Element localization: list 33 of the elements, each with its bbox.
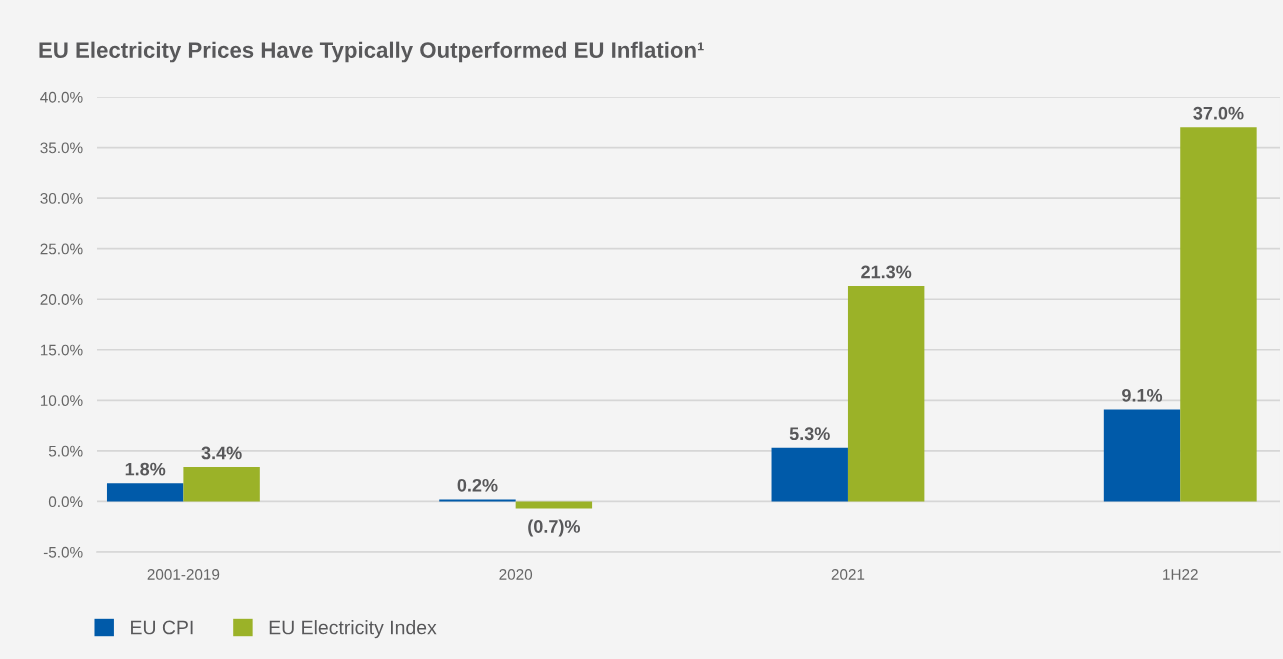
- y-tick-label: 10.0%: [40, 395, 83, 407]
- data-label: 1.8%: [125, 462, 166, 476]
- legend-label: EU CPI: [131, 620, 193, 635]
- chart-title: EU Electricity Prices Have Typically Outperformed EU Inflation¹: [39, 41, 704, 63]
- y-tick-label: 30.0%: [40, 192, 83, 204]
- y-tick-label: 25.0%: [40, 243, 83, 255]
- y-tick-label: 35.0%: [40, 142, 83, 154]
- y-tick-label: 15.0%: [40, 344, 83, 356]
- data-label: 37.0%: [1193, 106, 1244, 120]
- bar: [1180, 127, 1257, 502]
- y-tick-label: -5.0%: [43, 546, 83, 558]
- legend-label: EU Electricity Index: [269, 620, 437, 639]
- data-label: 9.1%: [1122, 388, 1163, 402]
- bar: [439, 499, 516, 502]
- bar: [1103, 409, 1181, 502]
- bar: [106, 483, 184, 502]
- data-label: 0.2%: [457, 478, 498, 492]
- y-tick-label: 20.0%: [40, 294, 83, 305]
- data-label: 3.4%: [201, 446, 242, 460]
- y-tick-label: 0.0%: [48, 496, 83, 508]
- data-label: 21.3%: [861, 265, 912, 279]
- data-label: 5.3%: [789, 427, 830, 441]
- bar: [183, 467, 260, 502]
- bar: [847, 286, 925, 502]
- bar: [515, 501, 593, 509]
- bar: [771, 447, 848, 502]
- data-label: (0.7)%: [528, 519, 580, 537]
- x-tick-label: 1H22: [1163, 569, 1198, 580]
- y-tick-label: 40.0%: [40, 91, 83, 103]
- x-tick-label: 2001-2019: [147, 569, 220, 580]
- y-tick-label: 5.0%: [48, 445, 83, 457]
- x-tick-label: 2020: [499, 569, 533, 580]
- x-tick-label: 2021: [831, 569, 865, 580]
